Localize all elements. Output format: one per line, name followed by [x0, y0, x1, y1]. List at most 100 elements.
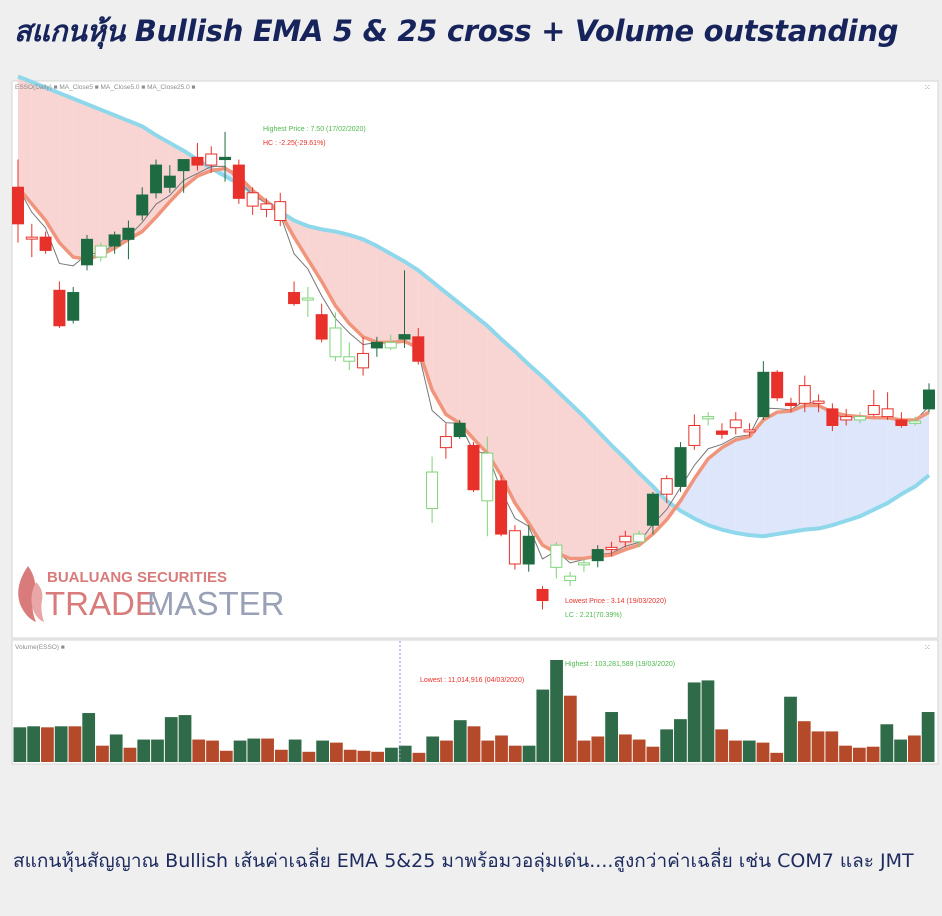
ema-fill-segment — [639, 473, 653, 546]
volume-bar — [13, 727, 27, 762]
candle-body — [798, 385, 811, 404]
candle-body — [674, 447, 687, 487]
candle-body — [536, 588, 549, 602]
candle-body — [53, 289, 66, 327]
volume-bar — [852, 747, 866, 762]
candle-body — [923, 389, 935, 410]
candle-body — [67, 292, 80, 321]
volume-bar — [646, 746, 660, 762]
ema-fill-segment — [501, 339, 515, 504]
candle-body — [660, 478, 673, 495]
candle-body — [260, 203, 273, 210]
candle — [840, 408, 853, 426]
candle — [357, 336, 370, 376]
candle-body — [743, 429, 756, 433]
candle-body — [867, 405, 880, 415]
candle-body — [12, 186, 24, 225]
ema-fill-segment — [128, 120, 143, 240]
candle — [826, 403, 839, 432]
ema-25-line — [17, 74, 931, 539]
candle — [25, 223, 38, 258]
volume-bar — [839, 745, 852, 762]
volume-bar — [729, 740, 742, 762]
volume-bar — [921, 712, 935, 762]
highest-price-label: Highest Price : 7.50 (17/02/2020) — [263, 126, 366, 133]
ema-fill-segment — [735, 436, 750, 536]
candle — [108, 231, 121, 254]
volume-bar — [825, 731, 839, 762]
volume-bar — [385, 747, 398, 762]
logo-line-2a: TRADE — [45, 585, 157, 622]
volume-bar — [54, 726, 68, 762]
ema-fill-segment — [363, 239, 377, 343]
candle-body — [881, 408, 894, 418]
candle — [771, 370, 784, 402]
candle-body — [467, 444, 480, 491]
candle — [232, 159, 245, 204]
candle — [508, 525, 521, 570]
volume-bar — [880, 724, 894, 762]
candle — [909, 416, 922, 426]
expand-icon[interactable]: ⁙ — [924, 643, 931, 652]
candle-body — [81, 238, 94, 266]
volume-bar — [605, 712, 618, 762]
ema-fill-segment — [542, 376, 557, 553]
candle-body — [343, 356, 356, 362]
ema-fill-segment — [45, 87, 60, 243]
volume-bar — [660, 729, 674, 762]
volume-bar — [274, 749, 288, 762]
ema-fill-segment — [73, 98, 88, 260]
ema-fill-segment — [570, 403, 584, 559]
volume-bar — [398, 745, 412, 762]
candle — [605, 541, 618, 557]
candle-body — [784, 402, 797, 407]
candle — [301, 286, 314, 317]
candle-body — [812, 400, 825, 404]
ema-fill-segment — [625, 458, 640, 550]
volume-bar — [41, 727, 54, 762]
candle-body — [301, 297, 314, 301]
candle — [784, 397, 797, 413]
ema-fill-segment — [583, 416, 598, 559]
volume-bar — [866, 746, 880, 762]
candle — [467, 442, 480, 492]
ema-fill-segment — [390, 253, 405, 343]
candle-body — [715, 430, 728, 435]
ema-fill-segment — [790, 405, 805, 532]
ema-fill-segment — [749, 419, 764, 537]
volume-bar — [302, 751, 316, 762]
candle — [219, 131, 232, 182]
candle — [426, 456, 439, 523]
volume-bar — [316, 740, 330, 762]
ema-fill-segment — [432, 281, 446, 415]
volume-bar — [151, 739, 164, 762]
candle — [412, 327, 425, 365]
expand-icon[interactable]: ⁙ — [924, 83, 931, 92]
ema-fill-segment — [611, 445, 626, 556]
volume-bar — [82, 713, 96, 762]
candle-body — [633, 533, 646, 543]
volume-bar — [701, 680, 715, 762]
candle — [564, 571, 577, 587]
candle — [591, 545, 604, 568]
ema-fill-segment — [846, 415, 860, 521]
candle — [260, 198, 273, 218]
candle-body — [508, 530, 521, 565]
ema-fill-segment — [859, 416, 874, 517]
volume-bar — [206, 740, 219, 762]
candle-body — [177, 159, 190, 172]
candle — [81, 234, 94, 271]
lowest-price-label: Lowest Price : 3.14 (19/03/2020) — [565, 598, 666, 605]
volume-bar — [233, 740, 247, 762]
candle — [439, 423, 452, 459]
ema-fill-segment — [459, 303, 474, 439]
candle — [729, 412, 742, 435]
volume-legend: Volume(ESSO) ■ — [15, 644, 65, 651]
ema-fill-segment — [901, 419, 916, 495]
candle — [122, 220, 135, 260]
ema-fill-segment — [763, 412, 778, 537]
ema-fill-segment — [514, 351, 529, 523]
ema-fill-segment — [156, 135, 170, 218]
volume-bar — [715, 729, 729, 762]
candle-body — [481, 452, 494, 502]
